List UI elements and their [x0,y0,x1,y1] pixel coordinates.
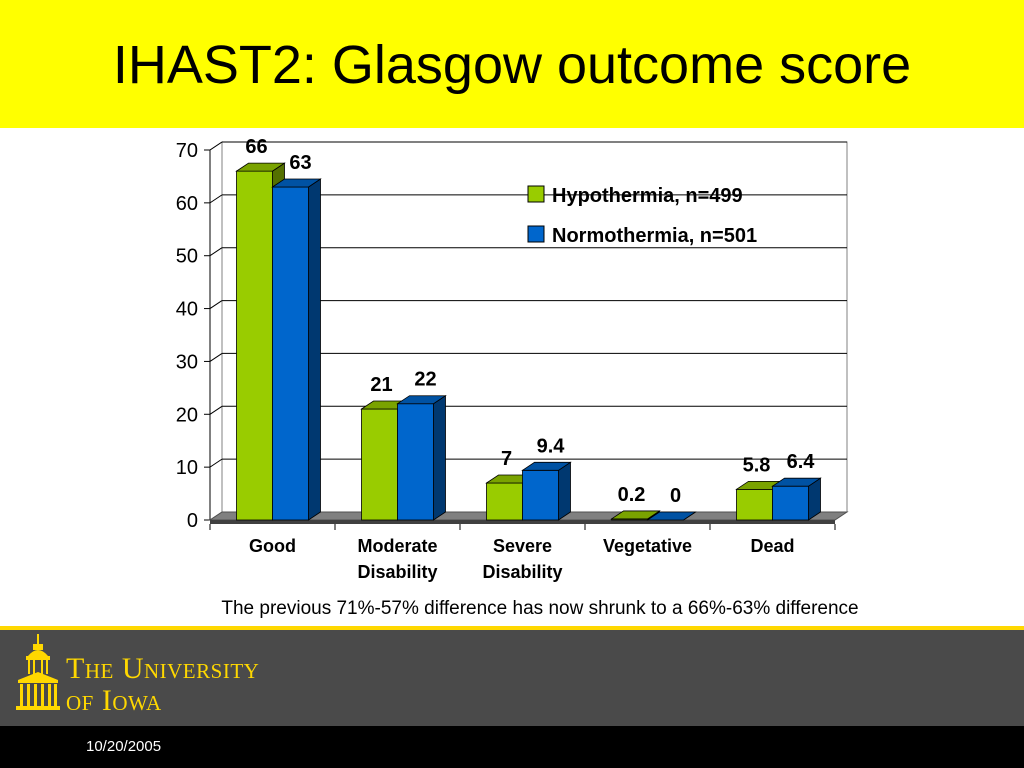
x-category-label: Dead [750,536,794,556]
slide-title: IHAST2: Glasgow outcome score [112,35,912,95]
bar [486,482,523,521]
gridline-side [209,141,223,151]
title-bar [0,0,1024,128]
bar [236,170,273,521]
x-category-label: Vegetative [603,536,692,556]
x-category-label: Severe [493,536,552,556]
gridline-side [209,194,223,204]
data-label: 7 [501,448,512,470]
footer-divider [0,626,1024,630]
data-label: 63 [289,152,311,174]
y-tick-label: 0 [187,510,198,532]
bar-side [558,461,571,521]
slide-caption: The previous 71%-57% difference has now … [221,598,859,619]
data-label: 66 [245,136,267,158]
slide-date: 10/20/2005 [86,738,162,755]
bar-top [396,395,447,405]
gridline-side [209,247,223,257]
bar-top [521,461,572,471]
logo-wordmark-line2: of Iowa [66,684,162,717]
bar-top [271,178,322,188]
bar-top [235,162,286,172]
bar-top [610,510,661,520]
data-label: 9.4 [537,435,566,457]
y-tick-label: 40 [176,299,198,321]
bar [736,488,773,521]
data-label: 0.2 [618,484,646,506]
gridline-side [209,300,223,309]
bar [272,186,309,521]
y-tick-label: 20 [176,404,198,426]
y-tick-label: 50 [176,246,198,268]
logo-wordmark-line1: The University [66,652,260,685]
bottom-strip [0,726,1024,768]
bar-side [433,394,446,521]
bar-top [646,511,697,521]
legend-label: Hypothermia, n=499 [552,185,743,207]
gridline-side [209,458,223,468]
old-capitol-icon [16,634,60,710]
legend-swatch [527,185,545,203]
gridline-side [209,353,223,362]
x-category-label: Moderate [357,536,437,556]
y-tick-label: 60 [176,193,198,215]
bar [361,408,398,521]
bar-side [308,178,321,521]
bar-top [771,477,822,487]
data-label: 5.8 [743,454,771,476]
gridline-side [209,405,223,415]
bar [522,469,559,521]
y-tick-label: 10 [176,457,198,479]
bar [397,403,434,521]
legend-label: Normothermia, n=501 [552,225,757,247]
x-category-label: Disability [357,562,437,582]
legend-swatch [527,225,545,243]
data-label: 22 [414,369,436,391]
plot-floor-edge [210,520,835,524]
data-label: 21 [370,374,392,396]
y-tick-label: 30 [176,351,198,373]
y-tick-label: 70 [176,140,198,162]
x-category-label: Good [249,536,296,556]
data-label: 0 [670,485,681,507]
data-label: 6.4 [787,451,816,473]
x-category-label: Disability [482,562,562,582]
bar [772,485,809,521]
